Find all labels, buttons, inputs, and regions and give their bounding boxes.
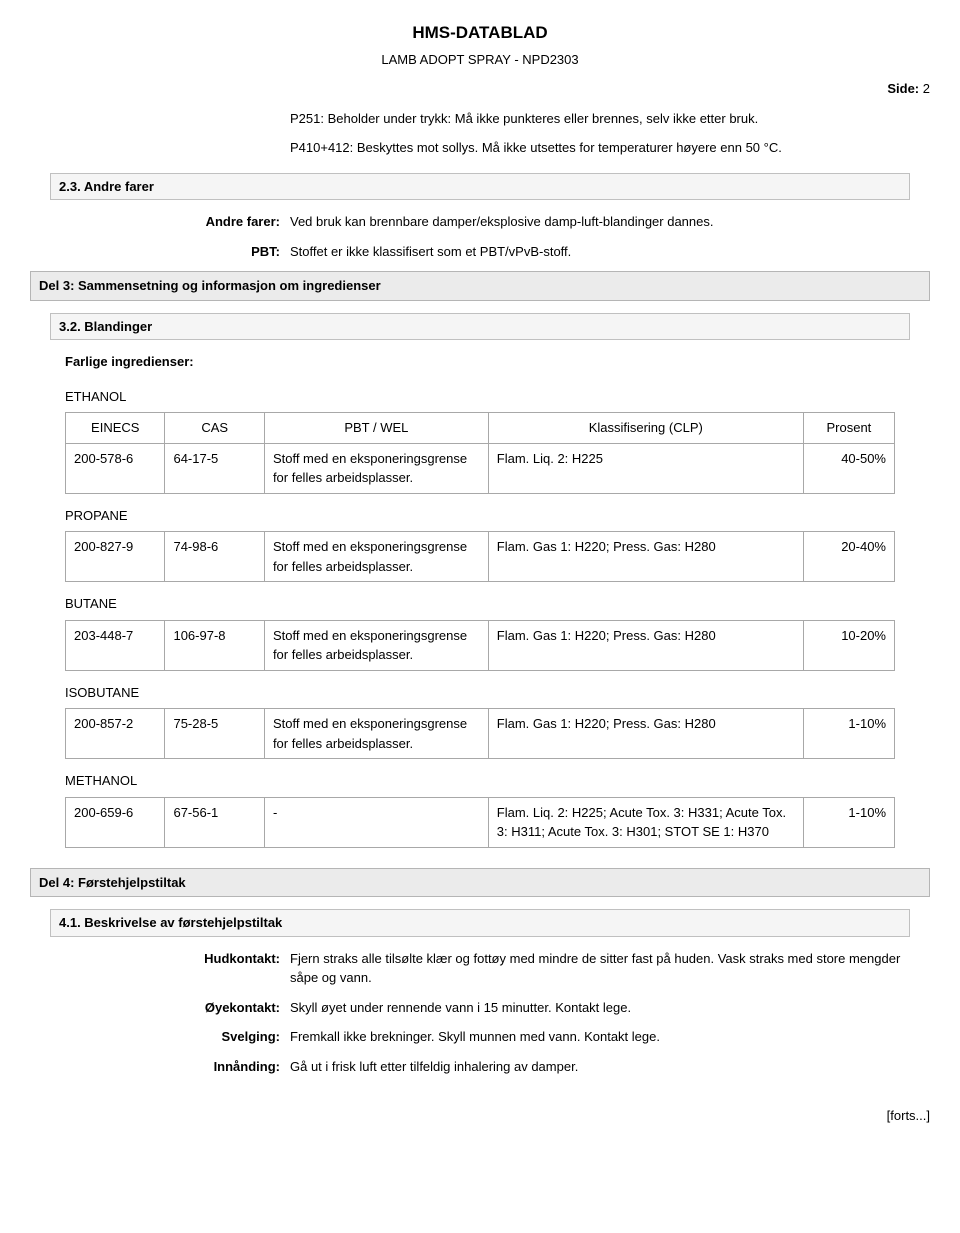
kv-label: Svelging:: [30, 1027, 290, 1047]
table-row: 200-659-6 67-56-1 - Flam. Liq. 2: H225; …: [66, 797, 895, 847]
kv-row: Øyekontakt: Skyll øyet under rennende va…: [30, 998, 930, 1018]
table-row: 200-827-9 74-98-6 Stoff med en eksponeri…: [66, 532, 895, 582]
table-header-row: EINECS CAS PBT / WEL Klassifisering (CLP…: [66, 413, 895, 444]
col-cas: CAS: [165, 413, 264, 444]
p-statement: P251: Beholder under trykk: Må ikke punk…: [290, 109, 930, 129]
cell-cas: 67-56-1: [165, 797, 264, 847]
main-title: HMS-DATABLAD: [30, 20, 930, 46]
cell-cas: 74-98-6: [165, 532, 264, 582]
ingredient-name: PROPANE: [65, 506, 895, 526]
ingredient-table: EINECS CAS PBT / WEL Klassifisering (CLP…: [65, 412, 895, 494]
col-einecs: EINECS: [66, 413, 165, 444]
cell-pbt: Stoff med en eksponeringsgrense for fell…: [264, 620, 488, 670]
footer-continuation: [forts...]: [30, 1106, 930, 1126]
ingredients-block: Farlige ingredienser: ETHANOL EINECS CAS…: [65, 352, 895, 848]
kv-value: Skyll øyet under rennende vann i 15 minu…: [290, 998, 930, 1018]
cell-clp: Flam. Gas 1: H220; Press. Gas: H280: [488, 709, 803, 759]
cell-cas: 64-17-5: [165, 443, 264, 493]
ingredient-name: ISOBUTANE: [65, 683, 895, 703]
col-pbt: PBT / WEL: [264, 413, 488, 444]
ingredient-table: 203-448-7 106-97-8 Stoff med en eksponer…: [65, 620, 895, 671]
table-row: 200-857-2 75-28-5 Stoff med en eksponeri…: [66, 709, 895, 759]
kv-label: Hudkontakt:: [30, 949, 290, 988]
cell-pbt: -: [264, 797, 488, 847]
page-indicator: Side: 2: [30, 79, 930, 99]
p-statements: P251: Beholder under trykk: Må ikke punk…: [290, 109, 930, 158]
section-3-heading: Del 3: Sammensetning og informasjon om i…: [30, 271, 930, 301]
cell-percent: 20-40%: [803, 532, 894, 582]
kv-value: Stoffet er ikke klassifisert som et PBT/…: [290, 242, 930, 262]
cell-clp: Flam. Gas 1: H220; Press. Gas: H280: [488, 532, 803, 582]
cell-percent: 40-50%: [803, 443, 894, 493]
kv-label: PBT:: [30, 242, 290, 262]
cell-einecs: 200-578-6: [66, 443, 165, 493]
col-percent: Prosent: [803, 413, 894, 444]
page-number: 2: [923, 81, 930, 96]
kv-row: Svelging: Fremkall ikke brekninger. Skyl…: [30, 1027, 930, 1047]
sub-title: LAMB ADOPT SPRAY - NPD2303: [30, 50, 930, 70]
cell-einecs: 200-857-2: [66, 709, 165, 759]
table-row: 200-578-6 64-17-5 Stoff med en eksponeri…: [66, 443, 895, 493]
cell-pbt: Stoff med en eksponeringsgrense for fell…: [264, 443, 488, 493]
ingredient-name: METHANOL: [65, 771, 895, 791]
kv-value: Ved bruk kan brennbare damper/eksplosive…: [290, 212, 930, 232]
cell-cas: 75-28-5: [165, 709, 264, 759]
cell-percent: 1-10%: [803, 797, 894, 847]
section-4-heading: Del 4: Førstehjelpstiltak: [30, 868, 930, 898]
cell-einecs: 203-448-7: [66, 620, 165, 670]
kv-label: Innånding:: [30, 1057, 290, 1077]
cell-clp: Flam. Liq. 2: H225; Acute Tox. 3: H331; …: [488, 797, 803, 847]
subsection-4-1: 4.1. Beskrivelse av førstehjelpstiltak: [50, 909, 910, 937]
cell-cas: 106-97-8: [165, 620, 264, 670]
cell-einecs: 200-827-9: [66, 532, 165, 582]
ingredient-name: BUTANE: [65, 594, 895, 614]
kv-value: Fremkall ikke brekninger. Skyll munnen m…: [290, 1027, 930, 1047]
ingredients-title: Farlige ingredienser:: [65, 352, 895, 372]
cell-clp: Flam. Liq. 2: H225: [488, 443, 803, 493]
cell-pbt: Stoff med en eksponeringsgrense for fell…: [264, 709, 488, 759]
page-label: Side:: [887, 81, 919, 96]
kv-row: PBT: Stoffet er ikke klassifisert som et…: [30, 242, 930, 262]
ingredient-table: 200-827-9 74-98-6 Stoff med en eksponeri…: [65, 531, 895, 582]
kv-row: Andre farer: Ved bruk kan brennbare damp…: [30, 212, 930, 232]
cell-pbt: Stoff med en eksponeringsgrense for fell…: [264, 532, 488, 582]
table-row: 203-448-7 106-97-8 Stoff med en eksponer…: [66, 620, 895, 670]
col-clp: Klassifisering (CLP): [488, 413, 803, 444]
cell-clp: Flam. Gas 1: H220; Press. Gas: H280: [488, 620, 803, 670]
kv-value: Gå ut i frisk luft etter tilfeldig inhal…: [290, 1057, 930, 1077]
kv-value: Fjern straks alle tilsølte klær og fottø…: [290, 949, 930, 988]
kv-row: Innånding: Gå ut i frisk luft etter tilf…: [30, 1057, 930, 1077]
ingredient-table: 200-857-2 75-28-5 Stoff med en eksponeri…: [65, 708, 895, 759]
cell-einecs: 200-659-6: [66, 797, 165, 847]
kv-label: Øyekontakt:: [30, 998, 290, 1018]
ingredient-name: ETHANOL: [65, 387, 895, 407]
cell-percent: 1-10%: [803, 709, 894, 759]
p-statement: P410+412: Beskyttes mot sollys. Må ikke …: [290, 138, 930, 158]
ingredient-table: 200-659-6 67-56-1 - Flam. Liq. 2: H225; …: [65, 797, 895, 848]
cell-percent: 10-20%: [803, 620, 894, 670]
kv-row: Hudkontakt: Fjern straks alle tilsølte k…: [30, 949, 930, 988]
kv-label: Andre farer:: [30, 212, 290, 232]
subsection-2-3: 2.3. Andre farer: [50, 173, 910, 201]
subsection-3-2: 3.2. Blandinger: [50, 313, 910, 341]
document-header: HMS-DATABLAD LAMB ADOPT SPRAY - NPD2303: [30, 20, 930, 69]
